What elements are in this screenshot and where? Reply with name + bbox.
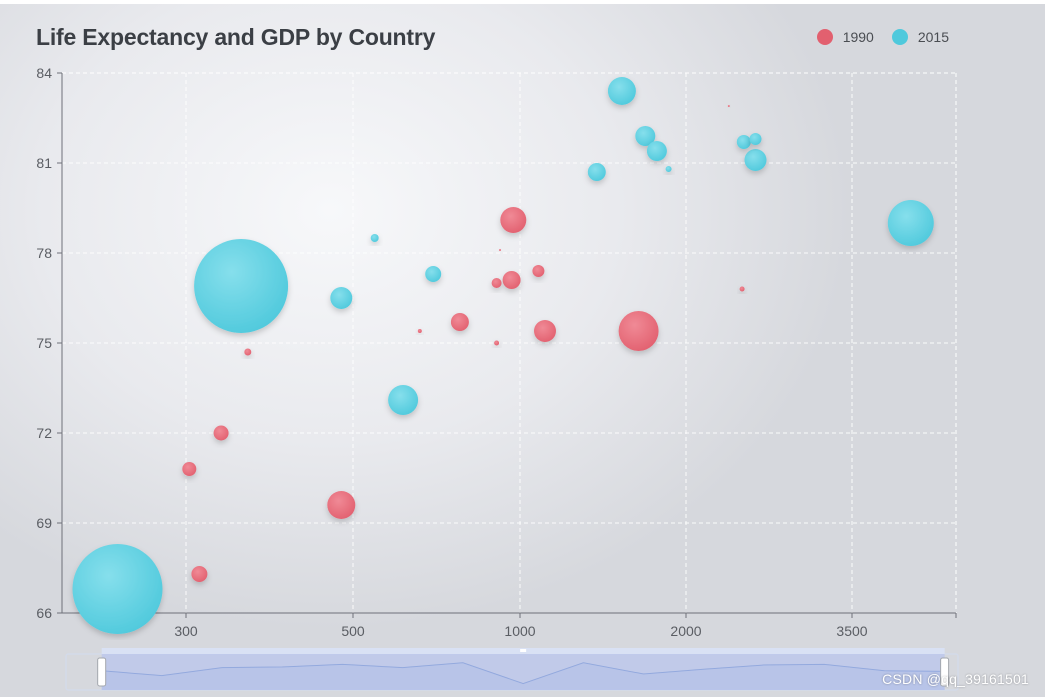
data-point-1990[interactable] (244, 348, 252, 356)
data-point-2015[interactable] (744, 149, 767, 171)
legend-swatch-1990 (816, 29, 833, 45)
legend-item-2015[interactable]: 2015 (891, 29, 949, 45)
data-point-1990[interactable] (532, 265, 545, 277)
data-zoom-move-grip-icon (520, 649, 527, 652)
data-zoom-slider[interactable] (65, 648, 959, 691)
y-tick-label: 66 (36, 605, 52, 621)
data-zoom-preview-area (101, 662, 945, 690)
data-zoom-preview-line (101, 662, 945, 685)
data-point-2015[interactable] (665, 166, 672, 172)
legend-item-1990[interactable]: 1990 (816, 29, 874, 45)
grid (62, 72, 957, 613)
series-2015 (72, 77, 934, 634)
chart-title: Life Expectancy and GDP by Country (36, 24, 436, 50)
x-tick-label: 1000 (504, 623, 535, 639)
data-point-1990[interactable] (491, 278, 502, 288)
data-point-2015[interactable] (635, 126, 656, 146)
data-point-2015[interactable] (887, 200, 934, 246)
data-point-1990[interactable] (739, 286, 745, 292)
y-tick-label: 84 (36, 65, 52, 81)
data-zoom-start-handle[interactable] (97, 657, 107, 687)
data-point-1990[interactable] (494, 340, 500, 346)
data-point-2015[interactable] (646, 141, 667, 161)
data-point-1990[interactable] (213, 425, 229, 441)
data-point-2015[interactable] (388, 385, 419, 415)
data-point-1990[interactable] (450, 313, 469, 331)
x-tick-label: 2000 (670, 623, 701, 639)
data-point-2015[interactable] (749, 133, 762, 145)
data-point-1990[interactable] (499, 249, 501, 251)
y-tick-label: 78 (36, 245, 52, 261)
data-point-2015[interactable] (194, 239, 289, 333)
y-tick-label: 69 (36, 515, 52, 531)
data-point-2015[interactable] (72, 544, 163, 634)
data-point-1990[interactable] (534, 320, 556, 342)
data-point-2015[interactable] (736, 135, 751, 149)
legend-label-2015: 2015 (917, 29, 949, 45)
data-point-1990[interactable] (182, 462, 197, 476)
watermark: CSDN @qq_39161501 (882, 671, 1029, 687)
data-point-1990[interactable] (417, 329, 422, 333)
legend-swatch-2015 (891, 29, 908, 45)
series-1990 (182, 105, 745, 582)
top-border (0, 0, 1045, 4)
data-point-2015[interactable] (330, 287, 353, 309)
y-tick-label: 81 (36, 155, 52, 171)
data-point-1990[interactable] (727, 105, 730, 107)
data-point-2015[interactable] (425, 266, 442, 282)
y-tick-label: 75 (36, 335, 52, 351)
data-point-1990[interactable] (500, 207, 527, 233)
data-point-1990[interactable] (327, 491, 356, 519)
data-point-2015[interactable] (607, 77, 636, 105)
legend-label-1990: 1990 (842, 29, 874, 45)
data-point-2015[interactable] (370, 234, 379, 242)
data-point-1990[interactable] (502, 271, 521, 289)
data-point-1990[interactable] (618, 311, 659, 351)
y-tick-label: 72 (36, 425, 52, 441)
x-tick-label: 300 (174, 623, 198, 639)
x-tick-label: 500 (341, 623, 365, 639)
data-point-2015[interactable] (587, 163, 606, 181)
data-point-1990[interactable] (191, 566, 208, 582)
legend: 1990 2015 (809, 29, 949, 45)
data-zoom-end-handle[interactable] (940, 657, 950, 687)
x-tick-label: 3500 (836, 623, 867, 639)
